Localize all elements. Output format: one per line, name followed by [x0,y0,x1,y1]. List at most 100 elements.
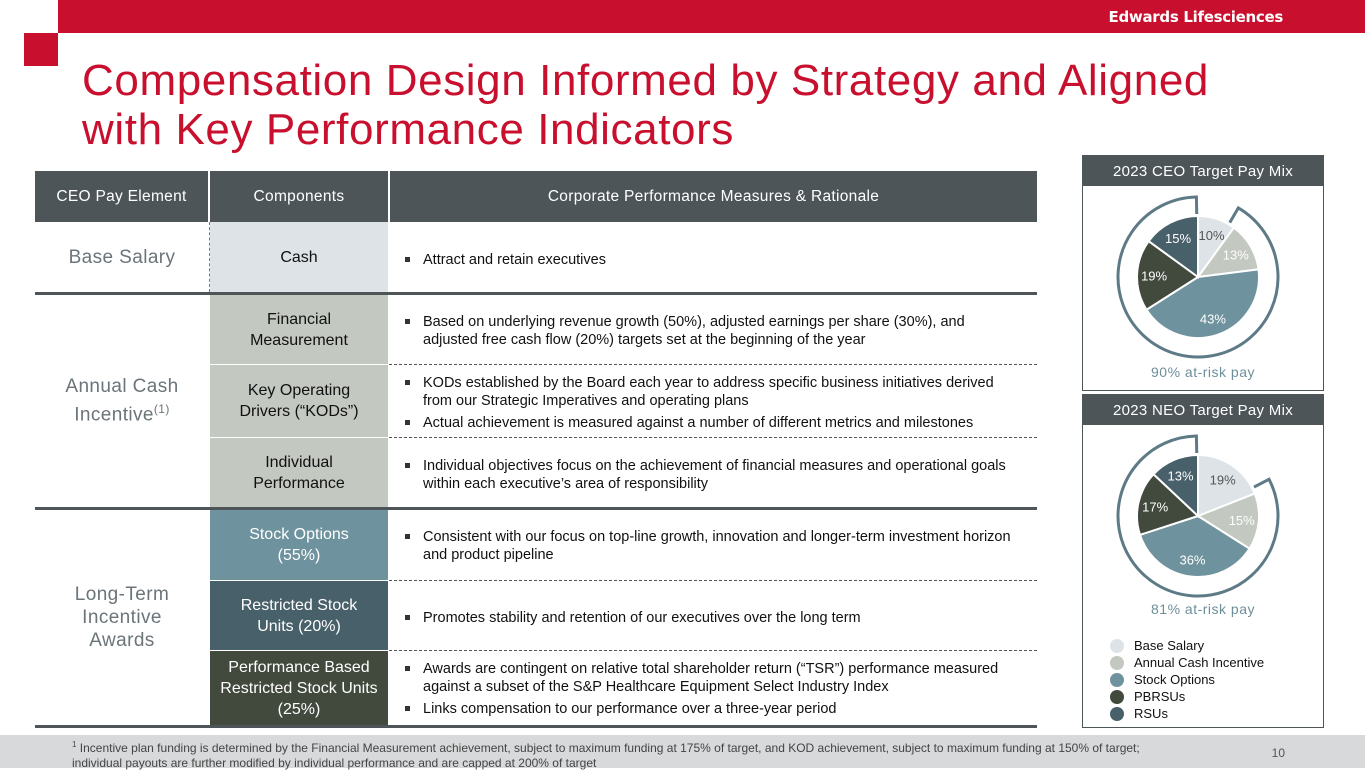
brand-square [24,33,58,66]
bullet: Consistent with our focus on top-line gr… [403,528,1018,564]
pie-slice-stock-options [1145,268,1260,339]
neo-panel-title: 2023 NEO Target Pay Mix [1083,395,1323,425]
bullet: KODs established by the Board each year … [403,374,1018,410]
bullet: Awards are contingent on relative total … [403,660,1018,696]
neo-pie-chart: 19% 15% 36% 17%13% [1116,434,1280,598]
bullet: Actual achievement is measured against a… [403,414,1018,432]
ceo-panel-title: 2023 CEO Target Pay Mix [1083,156,1323,186]
component-rsus: Restricted Stock Units (20%) [210,581,388,650]
bullet: Attract and retain executives [403,251,1018,269]
pie-slice-stock-options [1138,514,1251,578]
pie-slice-rsus [1147,214,1199,279]
legend-label: Annual Cash Incentive [1134,655,1265,670]
row-divider [389,437,1037,438]
section-divider [35,292,1037,295]
measure-kods: KODs established by the Board each year … [403,372,1018,434]
element-annual-cash-incentive: Annual Cash Incentive(1) [35,295,209,507]
pie-slice-rsus [1152,453,1199,519]
ceo-pie-chart: 10% 13% 43% 19% 15% [1116,195,1280,359]
legend-item: RSUs [1110,705,1264,722]
pie-slice-base-salary [1197,453,1257,518]
legend-item: Stock Options [1110,671,1264,688]
pie-data-label: 36% [1179,553,1205,568]
at-risk-outline [1116,434,1280,598]
pie-data-label: 13% [1168,469,1194,484]
pie-data-label: 19% [1210,473,1236,488]
column-divider [209,222,210,292]
measure-pbrsus: Awards are contingent on relative total … [403,658,1018,720]
component-financial-measurement: Financial Measurement [210,295,388,364]
legend-item: Annual Cash Incentive [1110,654,1264,671]
legend-label: RSUs [1134,706,1168,721]
measure-individual: Individual objectives focus on the achie… [403,455,1018,495]
ceo-pay-mix-panel: 2023 CEO Target Pay Mix 10% 13% 43% 19% 15% … [1082,155,1324,391]
page-title: Compensation Design Informed by Strategy… [82,56,1322,154]
pie-data-label: 19% [1141,269,1167,284]
bullet: Based on underlying revenue growth (50%)… [403,313,1018,349]
header-components: Components [210,171,388,222]
element-long-term-incentive: Long-Term Incentive Awards [35,510,209,725]
component-individual-label: Individual Performance [253,453,345,492]
legend-swatch [1110,638,1124,653]
at-risk-outline [1116,195,1280,359]
component-financial-label: Financial Measurement [250,310,348,349]
legend-item: PBRSUs [1110,688,1264,705]
legend-swatch [1110,655,1124,670]
footnote: 1 Incentive plan funding is determined b… [72,738,1182,770]
pie-data-label: 13% [1223,248,1249,263]
legend-label: Base Salary [1134,638,1205,653]
footnote-text: Incentive plan funding is determined by … [72,741,1140,770]
pie-slice-annual-cash-incentive [1195,492,1260,551]
pie-data-label: 15% [1165,231,1191,246]
row-divider [389,364,1037,365]
row-divider [389,650,1037,651]
measure-stock-options: Consistent with our focus on top-line gr… [403,526,1018,566]
title-line-2: with Key Performance Indicators [82,105,734,154]
section-divider [35,725,1037,728]
component-stock-options-label: Stock Options (55%) [249,526,349,564]
component-pbrsus-label: Performance Based Restricted Stock Units… [220,658,378,718]
pie-slice-pbrsus [1136,239,1200,312]
measure-cash: Attract and retain executives [403,249,1018,271]
pie-legend: Base Salary Annual Cash Incentive Stock … [1110,637,1264,722]
page-number: 10 [1271,746,1285,760]
pie-data-label: 10% [1199,228,1225,243]
component-stock-options: Stock Options (55%) [210,510,388,580]
header-measures: Corporate Performance Measures & Rationa… [390,171,1037,222]
component-individual-performance: Individual Performance [210,438,388,507]
legend-label: PBRSUs [1134,689,1186,704]
component-rsus-label: Restricted Stock Units (20%) [240,596,358,635]
component-kods: Key Operating Drivers (“KODs”) [210,365,388,437]
lti-label: Long-Term Incentive Awards [74,584,170,651]
element-base-salary: Base Salary [68,246,176,268]
aci-label: Annual Cash Incentive [65,376,179,426]
top-banner [58,0,1365,33]
component-pbrsus: Performance Based Restricted Stock Units… [210,651,388,725]
bullet: Links compensation to our performance ov… [403,700,1018,718]
aci-footnote-ref: (1) [153,402,170,417]
neo-at-risk-label: 81% at-risk pay [1151,601,1255,617]
legend-swatch [1110,689,1124,704]
pie-slice-pbrsus [1136,472,1200,537]
footnote-marker: 1 [72,740,77,749]
component-cash: Cash [210,222,388,292]
footer-bar [0,735,1365,768]
bullet: Promotes stability and retention of our … [403,609,1018,627]
legend-item: Base Salary [1110,637,1264,654]
header-pay-element: CEO Pay Element [35,171,208,222]
section-divider [35,507,1037,510]
bullet: Individual objectives focus on the achie… [403,457,1018,493]
pie-data-label: 17% [1142,499,1168,514]
pie-data-label: 43% [1200,311,1226,326]
ceo-at-risk-label: 90% at-risk pay [1151,364,1255,380]
title-line-1: Compensation Design Informed by Strategy… [82,56,1209,105]
component-kods-label: Key Operating Drivers (“KODs”) [239,382,359,420]
row-divider [389,580,1037,581]
legend-swatch [1110,672,1124,687]
legend-swatch [1110,706,1124,721]
measure-financial: Based on underlying revenue growth (50%)… [403,311,1018,351]
measure-rsus: Promotes stability and retention of our … [403,607,1018,629]
brand-logo: Edwards Lifesciences [1108,8,1284,26]
legend-label: Stock Options [1134,672,1215,687]
pie-data-label: 15% [1229,513,1255,528]
